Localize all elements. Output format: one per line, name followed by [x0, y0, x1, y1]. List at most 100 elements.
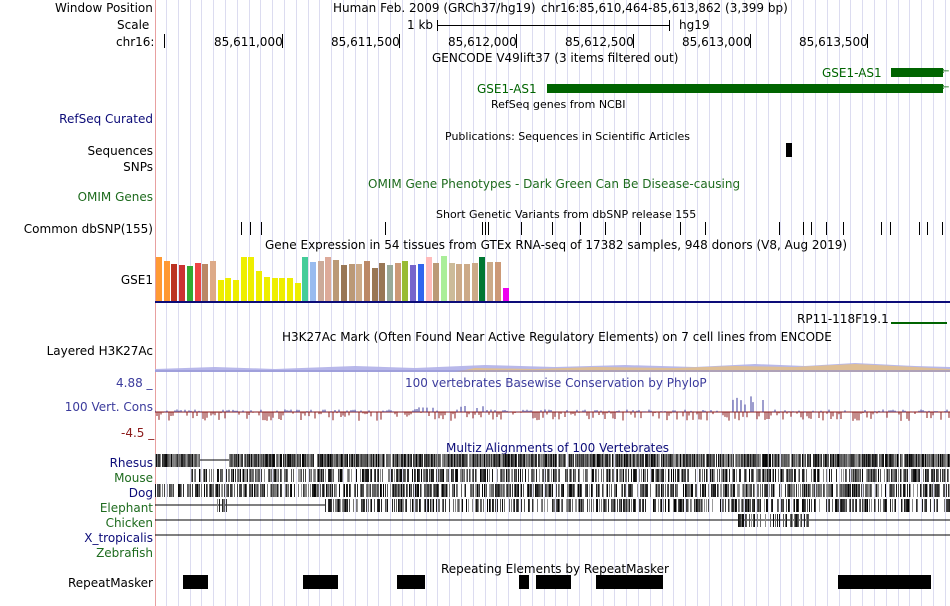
sequences-track-label[interactable]: Sequences: [87, 144, 153, 158]
gtex-tissue-bar[interactable]: [479, 257, 486, 301]
species-label-mouse[interactable]: Mouse: [114, 471, 153, 485]
gtex-tissue-bar[interactable]: [279, 278, 286, 301]
repeat-element[interactable]: [519, 575, 529, 589]
gtex-tissue-bar[interactable]: [402, 261, 409, 301]
gtex-tissue-bar[interactable]: [417, 264, 424, 301]
species-label-chicken[interactable]: Chicken: [105, 516, 153, 530]
gtex-tissue-bar[interactable]: [240, 257, 247, 301]
repeat-element[interactable]: [183, 575, 208, 589]
omim-track-title[interactable]: OMIM Gene Phenotypes - Dark Green Can Be…: [368, 177, 741, 191]
gtex-tissue-bar[interactable]: [471, 263, 478, 301]
repeat-element[interactable]: [303, 575, 338, 589]
species-label-rhesus[interactable]: Rhesus: [109, 456, 153, 470]
gtex-tissue-bar[interactable]: [433, 263, 440, 301]
gtex-track-title[interactable]: Gene Expression in 54 tissues from GTEx …: [265, 238, 848, 252]
snp-feature[interactable]: [488, 222, 489, 235]
refseq-track-label[interactable]: RefSeq Curated: [59, 112, 153, 126]
species-label-zebrafish[interactable]: Zebrafish: [96, 546, 153, 560]
gtex-tissue-bar[interactable]: [487, 262, 494, 301]
gene2-label[interactable]: RP11-118F19.1: [797, 312, 889, 326]
snp-feature[interactable]: [580, 222, 581, 235]
phylop-signal[interactable]: [155, 390, 950, 434]
gtex-tissue-bar[interactable]: [263, 277, 270, 301]
gtex-tissue-bar[interactable]: [333, 260, 340, 301]
snp-feature[interactable]: [241, 222, 242, 235]
publication-feature[interactable]: [786, 143, 792, 157]
gtex-tissue-bar[interactable]: [325, 257, 332, 301]
gtex-tissue-bar[interactable]: [271, 278, 278, 301]
repeatmasker-track-label[interactable]: RepeatMasker: [67, 576, 153, 590]
phylop-track-label[interactable]: 100 Vert. Cons: [64, 400, 153, 414]
snp-feature[interactable]: [881, 222, 882, 235]
gtex-tissue-bar[interactable]: [209, 261, 216, 301]
gene-label[interactable]: GSE1-AS1: [822, 66, 882, 80]
snp-feature[interactable]: [250, 222, 251, 235]
gtex-tissue-bar[interactable]: [371, 268, 378, 301]
h3k27ac-track-title[interactable]: H3K27Ac Mark (Often Found Near Active Re…: [282, 330, 832, 344]
gtex-tissue-bar[interactable]: [410, 265, 417, 301]
gtex-tissue-bar[interactable]: [387, 265, 393, 301]
repeat-element[interactable]: [536, 575, 571, 589]
gene-model[interactable]: [547, 84, 943, 93]
repeat-element[interactable]: [838, 575, 931, 589]
h3k27ac-track-label[interactable]: Layered H3K27Ac: [46, 344, 153, 358]
refseq-track-title[interactable]: RefSeq genes from NCBI: [491, 98, 626, 111]
gtex-tissue-bar[interactable]: [379, 263, 386, 301]
snp-feature[interactable]: [705, 222, 706, 235]
gtex-tissue-bar[interactable]: [302, 257, 309, 301]
dbsnp-track-label[interactable]: Common dbSNP(155): [23, 222, 153, 236]
snp-feature[interactable]: [482, 222, 483, 235]
gene-label[interactable]: GSE1-AS1: [477, 82, 537, 96]
gtex-tissue-bar[interactable]: [171, 264, 178, 301]
snp-feature[interactable]: [779, 222, 780, 235]
gtex-tissue-bar[interactable]: [464, 264, 470, 301]
gtex-tissue-bar[interactable]: [356, 264, 363, 301]
gtex-tissue-bar[interactable]: [194, 263, 201, 301]
gtex-tissue-bar[interactable]: [233, 280, 239, 301]
phylop-track-title[interactable]: 100 vertebrates Basewise Conservation by…: [405, 376, 707, 390]
gtex-tissue-bar[interactable]: [317, 261, 324, 301]
gtex-tissue-bar[interactable]: [440, 256, 447, 301]
gtex-tissue-bar[interactable]: [156, 257, 162, 301]
gtex-tissue-bar[interactable]: [425, 257, 432, 301]
gtex-tissue-bar[interactable]: [502, 288, 509, 301]
gtex-tissue-bar[interactable]: [217, 280, 224, 301]
gtex-tissue-bar[interactable]: [494, 262, 501, 301]
snp-feature[interactable]: [521, 222, 522, 235]
snp-feature[interactable]: [927, 222, 928, 235]
gtex-tissue-bar[interactable]: [348, 264, 355, 301]
gtex-tissue-bar[interactable]: [456, 264, 463, 301]
gtex-tissue-bar[interactable]: [225, 278, 232, 301]
snp-feature[interactable]: [843, 222, 844, 235]
snp-feature[interactable]: [261, 222, 262, 235]
snp-feature[interactable]: [680, 222, 681, 235]
gtex-tissue-bar[interactable]: [340, 265, 347, 301]
repeat-element[interactable]: [397, 575, 425, 589]
gtex-tissue-bar[interactable]: [294, 283, 301, 301]
gtex-tissue-bar[interactable]: [179, 265, 186, 301]
multiz-track-title[interactable]: Multiz Alignments of 100 Vertebrates: [446, 441, 670, 455]
snps-track-label[interactable]: SNPs: [123, 160, 153, 174]
h3k27ac-signal[interactable]: [155, 352, 950, 372]
gtex-tissue-bar[interactable]: [394, 263, 401, 301]
position-readout[interactable]: chr16:85,610,464-85,613,862 (3,399 bp): [541, 1, 788, 15]
gencode-track-title[interactable]: GENCODE V49lift37 (3 items filtered out): [432, 51, 679, 65]
snp-feature[interactable]: [605, 222, 606, 235]
omim-track-label[interactable]: OMIM Genes: [77, 190, 153, 204]
gene-model[interactable]: [891, 68, 943, 77]
snp-feature[interactable]: [942, 222, 943, 235]
snp-feature[interactable]: [811, 222, 812, 235]
snp-feature[interactable]: [826, 222, 827, 235]
gtex-tissue-bar[interactable]: [363, 261, 370, 301]
gtex-tissue-bar[interactable]: [248, 257, 255, 301]
gtex-tissue-bar[interactable]: [286, 278, 293, 301]
species-label-x-tropicalis[interactable]: X_tropicalis: [84, 531, 153, 545]
gtex-tissue-bar[interactable]: [186, 266, 193, 301]
gtex-tissue-bar[interactable]: [163, 261, 170, 301]
snp-feature[interactable]: [919, 222, 920, 235]
gtex-gene-label[interactable]: GSE1: [120, 273, 153, 287]
repeatmasker-track-title[interactable]: Repeating Elements by RepeatMasker: [441, 562, 669, 576]
snp-feature[interactable]: [385, 222, 386, 235]
snp-feature[interactable]: [640, 222, 641, 235]
species-label-dog[interactable]: Dog: [128, 486, 153, 500]
